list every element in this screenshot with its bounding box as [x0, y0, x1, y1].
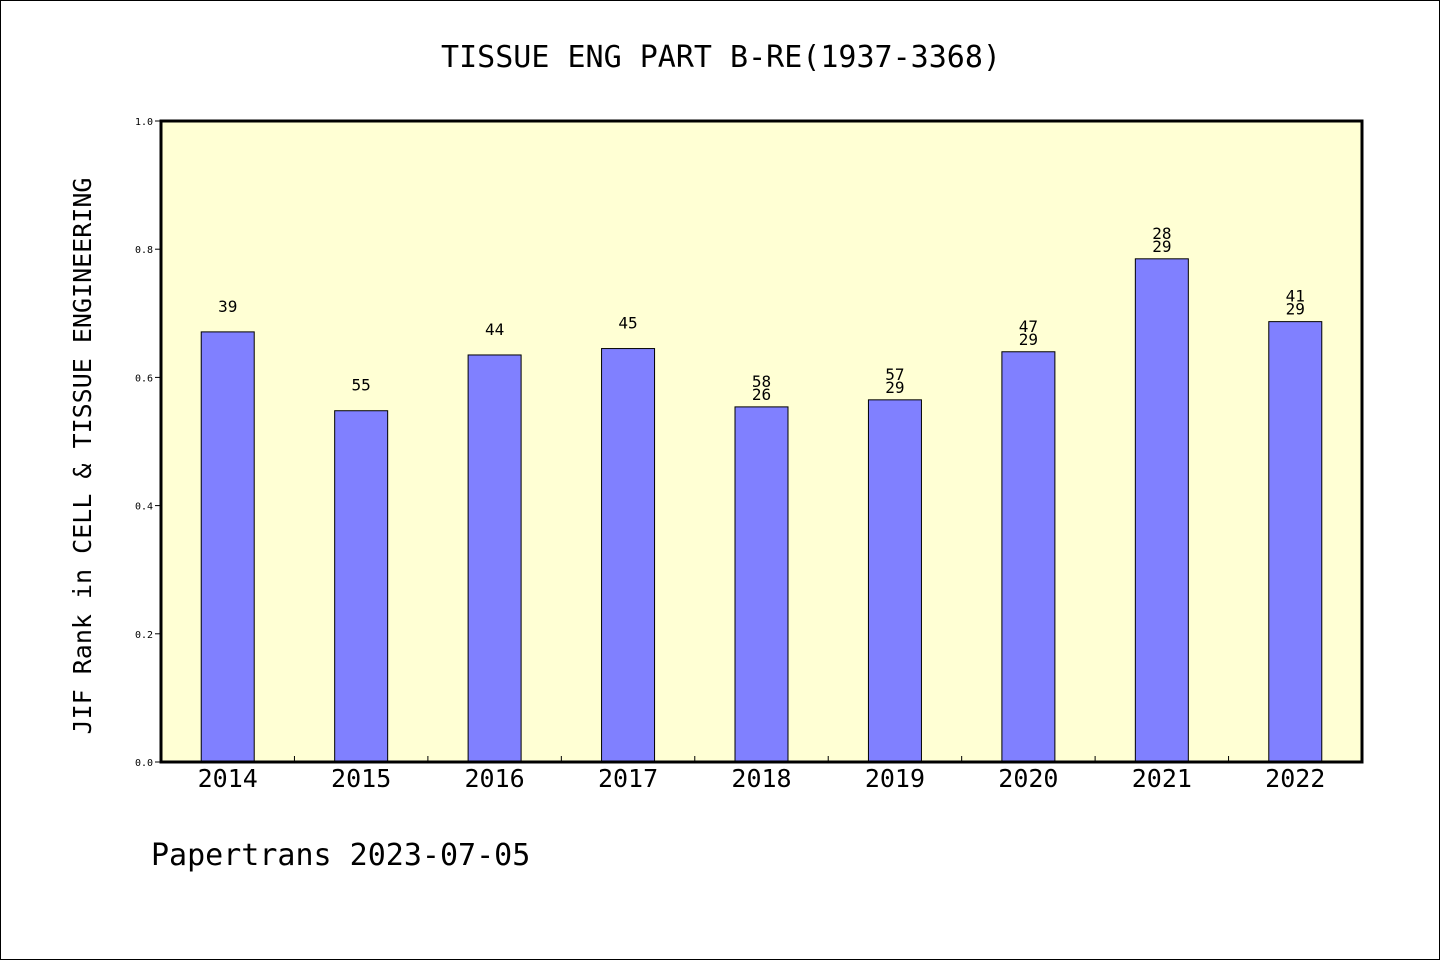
bar-2018 — [734, 406, 789, 763]
x-tick-label: 2021 — [1132, 764, 1192, 793]
x-tick-label: 2016 — [465, 764, 525, 793]
bar-2020 — [1001, 351, 1056, 763]
y-tick-label: 0.6 — [135, 373, 153, 384]
bar-2021 — [1134, 258, 1189, 763]
x-tick-label: 2017 — [598, 764, 658, 793]
bar-data-label: 29 — [885, 378, 904, 397]
bar-2017 — [601, 348, 656, 763]
bar-2016 — [467, 354, 522, 763]
bar-data-label: 58 — [752, 372, 771, 391]
footer-watermark: Papertrans 2023-07-05 — [151, 838, 530, 873]
bar-data-label: 45 — [618, 314, 637, 333]
bar-data-label: 47 — [1019, 317, 1038, 336]
x-tick-label: 2019 — [865, 764, 925, 793]
x-axis-ticks: 2014 2015 2016 2017 2018 2019 2020 2021 2022 — [198, 756, 1325, 793]
bar-data-label: 29 — [1152, 237, 1171, 256]
y-axis-label: JIF Rank in CELL & TISSUE ENGINEERING — [68, 178, 97, 735]
bar-2014 — [200, 331, 255, 763]
y-tick-label: 1.0 — [135, 117, 153, 128]
x-tick-label: 2014 — [198, 764, 258, 793]
bar-data-label: 57 — [885, 365, 904, 384]
x-tick-label: 2015 — [331, 764, 391, 793]
bar-data-label: 55 — [352, 376, 371, 395]
bar-data-label: 26 — [752, 385, 771, 404]
x-tick-label: 2020 — [998, 764, 1058, 793]
plot-border — [159, 119, 1364, 764]
y-tick-label: 0.8 — [135, 245, 153, 256]
x-tick-label: 2022 — [1265, 764, 1325, 793]
bar-data-label: 44 — [485, 320, 504, 339]
bar-data-label: 29 — [1286, 300, 1305, 319]
bars-group — [200, 258, 1323, 763]
bar-2022 — [1268, 321, 1323, 763]
y-tick-label: 0.0 — [135, 758, 153, 769]
bar-data-label: 28 — [1152, 224, 1171, 243]
y-axis-ticks: 0.0 0.2 0.4 0.6 0.8 1.0 — [135, 117, 161, 769]
bar-data-label: 41 — [1286, 287, 1305, 306]
bar-2019 — [867, 399, 922, 763]
y-tick-label: 0.2 — [135, 630, 153, 641]
chart-title: TISSUE ENG PART B-RE(1937-3368) — [441, 40, 1001, 75]
bar-2015 — [334, 410, 389, 763]
bar-data-label: 39 — [218, 297, 237, 316]
y-tick-label: 0.4 — [135, 502, 153, 513]
x-tick-label: 2018 — [731, 764, 791, 793]
bar-data-label: 29 — [1019, 330, 1038, 349]
